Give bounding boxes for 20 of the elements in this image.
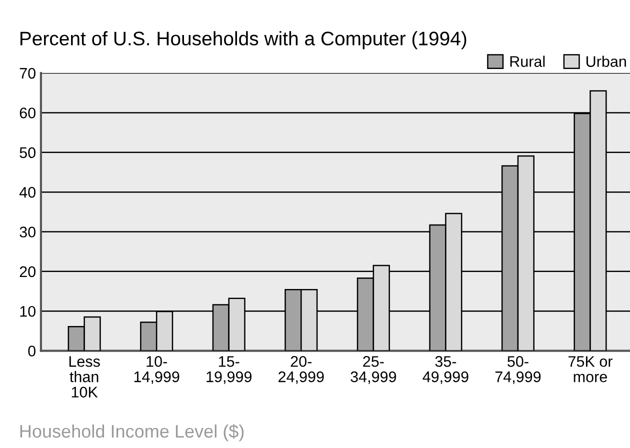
y-tick-label: 20 — [20, 266, 36, 278]
y-tick-label: 40 — [19, 186, 36, 198]
x-axis-title: Household Income Level ($) — [20, 424, 244, 442]
legend-label: Rural — [510, 56, 545, 67]
x-tick-label: 25- 34,999 — [350, 356, 396, 384]
x-tick-label: 75K or more — [568, 356, 612, 382]
y-tick-label: 0 — [28, 346, 36, 356]
legend-label: Urban — [586, 56, 626, 67]
x-tick-label: 50- 74,999 — [495, 356, 541, 384]
y-tick-label: 10 — [20, 306, 36, 317]
x-tick-label: 35- 49,999 — [422, 356, 468, 384]
y-tick-label: 60 — [20, 108, 36, 118]
y-tick-label: 30 — [20, 226, 36, 238]
chart-title: Percent of U.S. Households with a Computer (1994) — [20, 31, 466, 50]
x-tick-label: 20- 24,999 — [278, 356, 324, 384]
x-tick-label: Less than 10K — [69, 356, 100, 398]
x-tick-label: 10- 14,999 — [134, 356, 180, 384]
y-tick-label: 50 — [20, 147, 36, 158]
x-tick-label: 15- 19,999 — [206, 356, 252, 384]
y-tick-label: 70 — [20, 68, 36, 79]
